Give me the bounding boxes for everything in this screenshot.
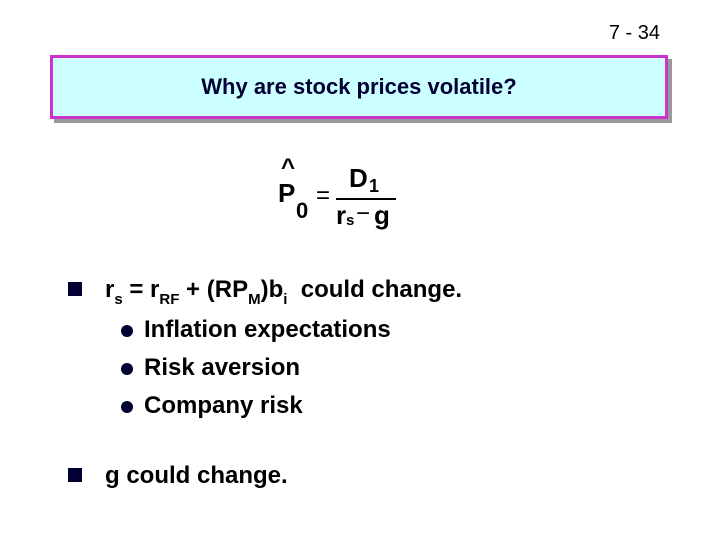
bullet-text: rs = rRF + (RPM)bi could change.	[105, 276, 463, 308]
formula-hat: ^	[281, 154, 296, 181]
text: = r	[122, 276, 160, 303]
formula-equals: =	[316, 182, 331, 209]
title-box: Why are stock prices volatile?	[50, 55, 668, 119]
sub-bullet-text: Inflation expectations	[144, 316, 391, 343]
formula-lhs: P	[278, 178, 296, 208]
formula-numerator-sub: 1	[369, 176, 380, 196]
subscript: M	[248, 291, 261, 308]
text: )b	[260, 276, 284, 303]
sub-bullet-dot	[121, 363, 133, 375]
sub-bullet-text: Company risk	[144, 392, 303, 419]
fraction-bar	[336, 198, 396, 200]
formula-denominator-g: g	[374, 200, 390, 230]
sub-bullet-text: Risk aversion	[144, 354, 301, 381]
subscript: RF	[159, 291, 180, 308]
bullet-square	[68, 468, 82, 482]
text: + (RP	[179, 276, 249, 303]
page-number: 7 - 34	[608, 22, 660, 44]
formula-lhs-sub: 0	[296, 198, 309, 223]
sub-bullet-dot	[121, 401, 133, 413]
subscript: s	[114, 291, 123, 308]
sub-bullet-dot	[121, 325, 133, 337]
text: r	[105, 276, 115, 303]
formula-minus: −	[356, 200, 371, 227]
formula-denominator-r-sub: s	[346, 212, 355, 229]
subscript: i	[283, 291, 288, 308]
bullet-square	[68, 282, 82, 296]
formula-numerator: D	[349, 163, 368, 193]
formula-denominator-r: r	[336, 200, 347, 230]
title: Why are stock prices volatile?	[201, 74, 517, 99]
bullet-text: g could change.	[105, 462, 288, 489]
text: could change.	[287, 276, 463, 303]
